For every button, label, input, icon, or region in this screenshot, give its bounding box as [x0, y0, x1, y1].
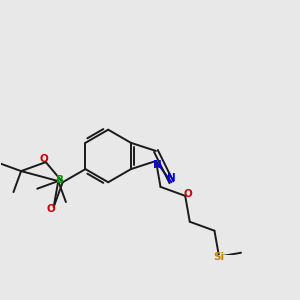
Text: O: O [47, 204, 56, 214]
Text: N: N [167, 173, 176, 183]
Text: O: O [40, 154, 49, 164]
Text: B: B [56, 175, 64, 185]
Text: O: O [183, 189, 192, 200]
Text: Si: Si [214, 252, 225, 262]
Text: N: N [153, 160, 162, 170]
